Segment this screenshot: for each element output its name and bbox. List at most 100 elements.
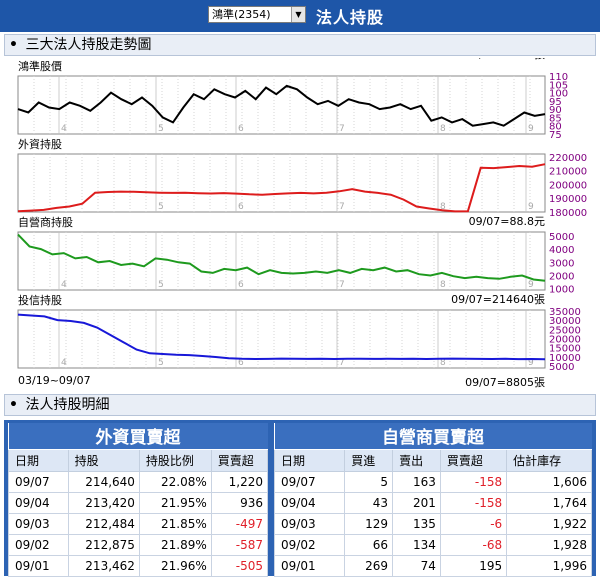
- panel-value-label: 09/07=1606張: [465, 58, 545, 61]
- panel-title: 投信持股: [18, 293, 62, 307]
- dealer-cell: 1,606: [506, 470, 592, 493]
- chevron-down-icon[interactable]: ▼: [291, 7, 305, 22]
- panel-title: 自營商持股: [18, 215, 73, 229]
- dealer-header-cell: 賣出: [392, 448, 441, 472]
- y-tick-label: 190000: [549, 194, 587, 205]
- dealer-cell: 09/04: [273, 491, 346, 514]
- dealer-table-title: 自營商買賣超: [274, 423, 592, 450]
- x-tick-label: 4: [61, 358, 67, 368]
- y-tick-label: 105: [549, 80, 568, 91]
- x-tick-label: 9: [528, 280, 534, 290]
- y-tick-label: 180000: [549, 208, 587, 219]
- x-tick-label: 5: [158, 124, 164, 134]
- y-tick-label: 3000: [549, 258, 574, 269]
- title-bar: 鴻準(2354) ▼ 法人持股: [0, 0, 600, 32]
- y-tick-label: 35000: [549, 307, 581, 318]
- plot-frame: [17, 153, 546, 213]
- x-tick-label: 8: [440, 358, 446, 368]
- dealer-cell: 195: [439, 554, 508, 577]
- stock-select[interactable]: 鴻準(2354) ▼: [208, 6, 306, 23]
- foreign-header-cell: 持股: [67, 448, 140, 472]
- table-row: 09/03 129 135 -6 1,922: [273, 512, 592, 535]
- foreign-cell: -505: [210, 554, 269, 577]
- section-trend-title: 三大法人持股走勢圖: [25, 37, 152, 53]
- dealer-cell: 5: [344, 470, 394, 493]
- y-tick-label: 2000: [549, 272, 574, 283]
- table-row: 09/01 269 74 195 1,996: [273, 554, 592, 577]
- panel-title: 鴻準股價: [18, 59, 62, 73]
- foreign-header-cell: 持股比例: [138, 448, 212, 472]
- table-row: 09/01 213,462 21.96% -505: [8, 554, 269, 577]
- x-tick-label: 8: [440, 124, 446, 134]
- x-tick-label: 6: [238, 280, 244, 290]
- dealer-cell: -6: [439, 512, 508, 535]
- y-tick-label: 80: [549, 122, 562, 133]
- dealer-header-cell: 日期: [273, 448, 346, 472]
- y-tick-label: 75: [549, 130, 562, 141]
- section-trend-header: • 三大法人持股走勢圖: [4, 34, 596, 56]
- dealer-cell: -68: [439, 533, 508, 556]
- x-tick-label: 9: [528, 124, 534, 134]
- table-row: 09/02 212,875 21.89% -587: [8, 533, 269, 556]
- panel-value-label: 09/07=88.8元: [469, 215, 545, 228]
- dealer-cell: 1,996: [506, 554, 592, 577]
- dealer-header-cell: 估計庫存: [506, 448, 592, 472]
- foreign-header-cell: 日期: [8, 448, 69, 472]
- stock-select-value: 鴻準(2354): [212, 8, 271, 21]
- bullet-icon: •: [9, 397, 18, 413]
- section-detail-header: • 法人持股明細: [4, 394, 596, 416]
- y-tick-label: 1000: [549, 285, 574, 296]
- panel-value-label: 09/07=214640張: [451, 293, 545, 306]
- y-tick-label: 200000: [549, 180, 587, 191]
- foreign-table-title: 外資買賣超: [8, 423, 268, 450]
- foreign-cell: 1,220: [210, 470, 269, 493]
- x-tick-label: 6: [238, 358, 244, 368]
- y-tick-label: 110: [549, 72, 568, 83]
- y-tick-label: 25000: [549, 325, 581, 336]
- x-tick-label: 8: [440, 202, 446, 212]
- dealer-header-cell: 買進: [344, 448, 394, 472]
- chart-panel: 外資持股 09/07=88.8元 5 6 7 8 9 220000 210000 200000 19…: [17, 137, 587, 228]
- dealer-cell: 09/07: [273, 470, 346, 493]
- y-tick-label: 15000: [549, 344, 581, 355]
- table-row: 09/07 214,640 22.08% 1,220: [8, 470, 269, 493]
- x-tick-label: 5: [158, 202, 164, 212]
- foreign-cell: 22.08%: [138, 470, 212, 493]
- x-tick-label: 5: [158, 280, 164, 290]
- table-row: 09/02 66 134 -68 1,928: [273, 533, 592, 556]
- dealer-cell: 135: [392, 512, 441, 535]
- x-tick-label: 7: [339, 358, 345, 368]
- foreign-cell: -497: [210, 512, 269, 535]
- chart-date-range: 03/19~09/07: [18, 374, 91, 387]
- holdings-tables: 外資買賣超 日期 持股 持股比例 買賣超 09/07 214,640 22.08% 1,22…: [4, 420, 596, 577]
- x-tick-label: 7: [339, 124, 345, 134]
- foreign-cell: 21.85%: [138, 512, 212, 535]
- table-row: 09/03 212,484 21.85% -497: [8, 512, 269, 535]
- y-tick-label: 100: [549, 89, 568, 100]
- y-tick-label: 95: [549, 97, 562, 108]
- x-tick-label: 9: [528, 358, 534, 368]
- x-tick-label: 9: [528, 202, 534, 212]
- dealer-cell: 09/03: [273, 512, 346, 535]
- y-tick-label: 10000: [549, 353, 581, 364]
- dealer-header-cell: 買賣超: [439, 448, 508, 472]
- foreign-cell: 21.96%: [138, 554, 212, 577]
- y-tick-label: 90: [549, 105, 562, 116]
- x-tick-label: 7: [339, 280, 345, 290]
- dealer-cell: 66: [344, 533, 394, 556]
- plot-frame: [17, 75, 546, 135]
- y-tick-label: 30000: [549, 316, 581, 327]
- y-tick-label: 210000: [549, 167, 587, 178]
- foreign-cell: 214,640: [67, 470, 140, 493]
- bullet-icon: •: [9, 37, 18, 53]
- chart-panel: 自營商持股 09/07=214640張 4 5 6 7 8 9 5000 4000 3000 2000…: [17, 215, 574, 306]
- y-tick-label: 85: [549, 113, 562, 124]
- dealer-cell: 43: [344, 491, 394, 514]
- section-detail-title: 法人持股明細: [25, 397, 110, 413]
- dealer-cell: 134: [392, 533, 441, 556]
- dealer-cell: 1,928: [506, 533, 592, 556]
- series-line: [17, 84, 546, 127]
- series-line: [17, 313, 546, 361]
- x-tick-label: 8: [440, 280, 446, 290]
